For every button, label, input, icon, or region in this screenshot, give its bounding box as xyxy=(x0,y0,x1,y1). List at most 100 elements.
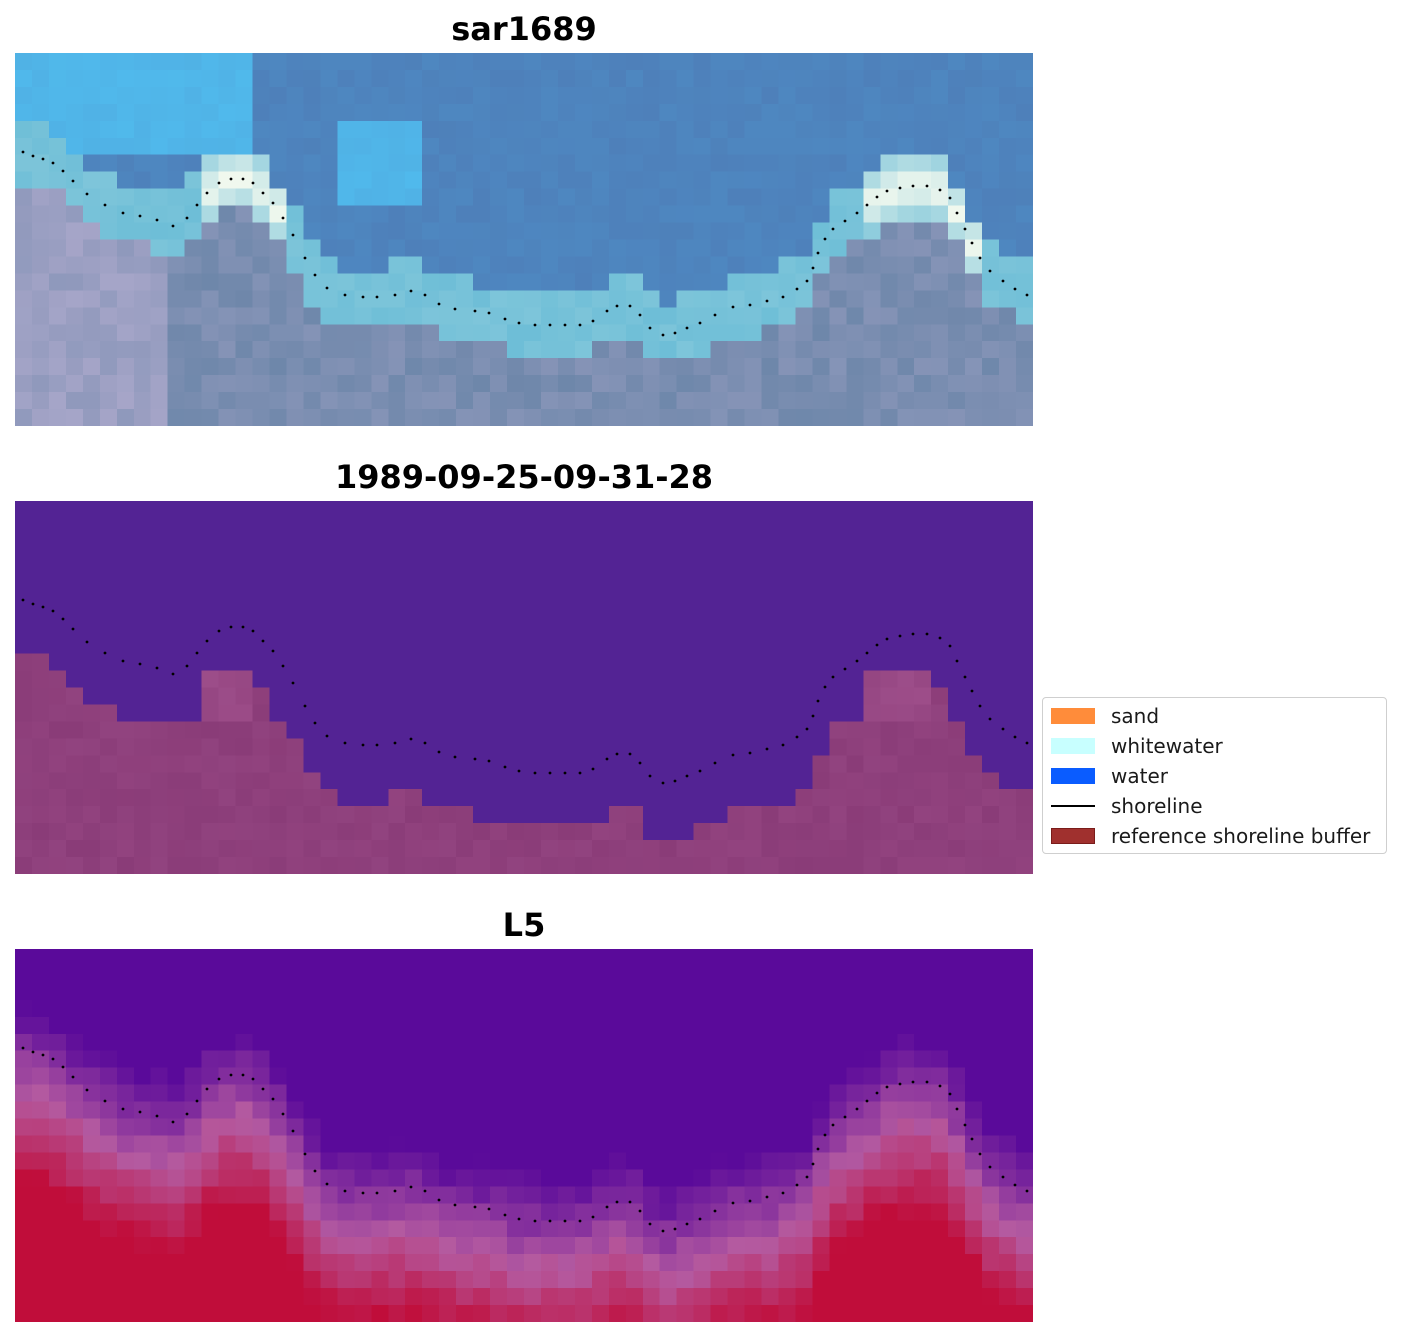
shoreline-dot xyxy=(831,675,835,679)
sand-swatch xyxy=(1051,708,1095,724)
shoreline-dot xyxy=(698,769,702,773)
shoreline-dot xyxy=(731,1201,735,1205)
shoreline-dot xyxy=(21,150,25,154)
shoreline-dot xyxy=(251,629,255,633)
shoreline-dot xyxy=(988,1165,992,1169)
shoreline-dot xyxy=(925,184,929,188)
shoreline-dot xyxy=(843,1115,847,1119)
shoreline-dot xyxy=(605,757,609,761)
shoreline-dot xyxy=(898,634,902,638)
shoreline-dot xyxy=(628,1200,632,1204)
shoreline-dot xyxy=(41,157,45,161)
shoreline-dot xyxy=(303,1152,307,1156)
shoreline-dot xyxy=(51,1057,55,1061)
shoreline-dot xyxy=(517,321,521,325)
shoreline-dot xyxy=(578,1219,582,1223)
shoreline-dot xyxy=(217,181,221,185)
legend-item-reference-buffer: reference shoreline buffer xyxy=(1051,824,1370,848)
shoreline-dot xyxy=(781,295,785,299)
shoreline-dot xyxy=(423,741,427,745)
shoreline-dot xyxy=(205,191,209,195)
shoreline-dot xyxy=(765,1195,769,1199)
shoreline-line-swatch xyxy=(1051,805,1095,807)
shoreline-dot xyxy=(978,1152,982,1156)
shoreline-dot xyxy=(185,664,189,668)
shoreline-dot xyxy=(229,177,233,181)
shoreline-dot xyxy=(898,186,902,190)
shoreline-dot xyxy=(970,1137,974,1141)
shoreline-dot xyxy=(291,681,295,685)
shoreline-dot xyxy=(948,196,952,200)
shoreline-dot xyxy=(805,727,809,731)
shoreline-dot xyxy=(103,203,107,207)
shoreline-dot xyxy=(343,293,347,297)
shoreline-dot xyxy=(155,666,159,670)
legend-item-sand: sand xyxy=(1051,704,1160,728)
legend-label: whitewater xyxy=(1111,734,1223,758)
shoreline-dot xyxy=(875,1091,879,1095)
shoreline-dot xyxy=(453,1203,457,1207)
legend-label: sand xyxy=(1111,704,1160,728)
shoreline-dot xyxy=(955,211,959,215)
shoreline-dot xyxy=(685,326,689,330)
shoreline-dot xyxy=(563,323,567,327)
shoreline-dot xyxy=(85,192,89,196)
shoreline-dot xyxy=(865,1099,869,1103)
shoreline-dot xyxy=(313,1169,317,1173)
shoreline-dot xyxy=(911,632,915,636)
shoreline-dot xyxy=(121,211,125,215)
shoreline-dot xyxy=(31,602,35,606)
shoreline-dot xyxy=(1025,741,1029,745)
panel-title-rgb: sar1689 xyxy=(451,10,597,48)
shoreline-dots xyxy=(21,150,1029,337)
shoreline-dot xyxy=(685,1222,689,1226)
shoreline-dot xyxy=(615,752,619,756)
shoreline-dot xyxy=(865,203,869,207)
shoreline-dot xyxy=(1001,727,1005,731)
shoreline-dot xyxy=(473,1205,477,1209)
shoreline-dot xyxy=(885,189,889,193)
shoreline-dot xyxy=(1013,287,1017,291)
shoreline-dot xyxy=(855,1107,859,1111)
legend-label: shoreline xyxy=(1111,794,1203,818)
shoreline-dot xyxy=(85,640,89,644)
shoreline-dot xyxy=(591,319,595,323)
shoreline-dot xyxy=(291,233,295,237)
shoreline-dot xyxy=(938,1084,942,1088)
shoreline-dot xyxy=(713,313,717,317)
shoreline-dot xyxy=(291,1129,295,1133)
shoreline-dot xyxy=(638,1209,642,1213)
shoreline-dot xyxy=(361,295,365,299)
shoreline-dot xyxy=(241,1073,245,1077)
shoreline-dot xyxy=(988,269,992,273)
shoreline-dot xyxy=(393,293,397,297)
shoreline-dot xyxy=(205,1087,209,1091)
shoreline-dot xyxy=(217,1077,221,1081)
legend-item-shoreline: shoreline xyxy=(1051,794,1203,818)
shoreline-dot xyxy=(473,309,477,313)
shoreline-dot xyxy=(61,1065,65,1069)
shoreline-dot xyxy=(628,304,632,308)
shoreline-dot xyxy=(673,1227,677,1231)
panel-title-index: L5 xyxy=(502,906,546,944)
shoreline-dot xyxy=(911,1080,915,1084)
shoreline-dot xyxy=(661,781,665,785)
shoreline-dot xyxy=(71,627,75,631)
shoreline-dot xyxy=(517,769,521,773)
shoreline-dot xyxy=(978,256,982,260)
shoreline-dots xyxy=(21,598,1029,785)
shoreline-dot xyxy=(638,761,642,765)
shoreline-dot xyxy=(548,1219,552,1223)
shoreline-dot xyxy=(970,689,974,693)
shoreline-dot xyxy=(911,184,915,188)
shoreline-dot xyxy=(1013,1183,1017,1187)
shoreline-dot xyxy=(313,721,317,725)
shoreline-dot xyxy=(195,651,199,655)
shoreline-dot xyxy=(251,1077,255,1081)
shoreline-dot xyxy=(271,201,275,205)
shoreline-dot xyxy=(938,188,942,192)
shoreline-dot xyxy=(313,273,317,277)
shoreline-dot xyxy=(271,649,275,653)
shoreline-dot xyxy=(487,759,491,763)
shoreline-dot xyxy=(261,639,265,643)
